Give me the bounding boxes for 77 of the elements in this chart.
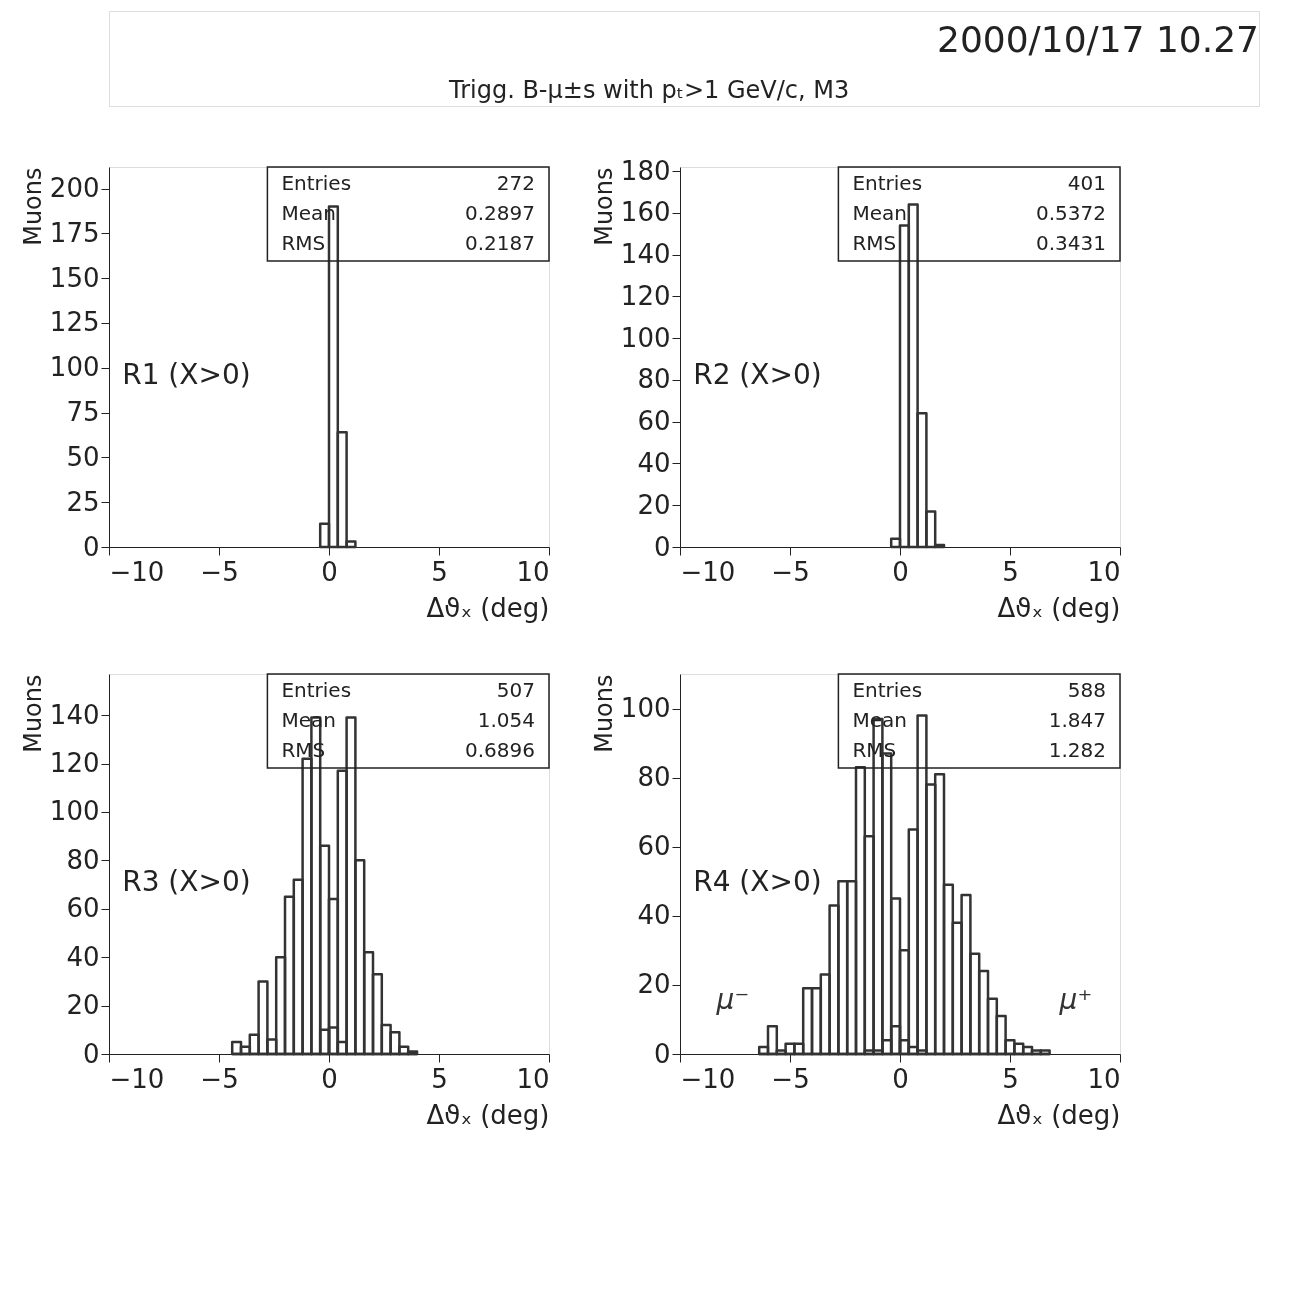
annotation: R1 (X>0) bbox=[122, 358, 251, 391]
text: Trigg. B-μ±s with pₜ>1 GeV/c, M3 bbox=[448, 76, 850, 104]
y-tick-label: 20 bbox=[637, 969, 671, 1000]
y-tick-label: 25 bbox=[66, 486, 100, 517]
x-tick-label: −10 bbox=[680, 556, 736, 587]
x-tick-label: 10 bbox=[516, 556, 550, 587]
annotation: R3 (X>0) bbox=[122, 865, 251, 898]
text: Entries 588 bbox=[852, 678, 1106, 702]
text: Mean 1.847 bbox=[852, 708, 1106, 732]
y-tick-label: 140 bbox=[620, 239, 671, 270]
series-label: μ⁺ bbox=[1058, 982, 1093, 1016]
y-tick-label: 40 bbox=[637, 900, 671, 931]
series-label: μ⁻ bbox=[715, 982, 750, 1016]
y-tick-label: 120 bbox=[620, 280, 671, 311]
x-tick-label: 0 bbox=[321, 556, 338, 587]
annotation: R2 (X>0) bbox=[693, 358, 822, 391]
y-tick-label: 20 bbox=[66, 990, 100, 1021]
x-tick-label: 5 bbox=[431, 1063, 448, 1094]
y-tick-label: 20 bbox=[637, 489, 671, 520]
x-tick-label: 0 bbox=[321, 1063, 338, 1094]
x-axis-title: Δϑₓ (deg) bbox=[426, 1099, 550, 1130]
x-axis-title: Δϑₓ (deg) bbox=[426, 592, 550, 623]
y-tick-label: 0 bbox=[82, 1038, 100, 1069]
y-tick-label: 60 bbox=[637, 406, 671, 437]
x-tick-label: −10 bbox=[109, 556, 165, 587]
text: 2000/10/17 10.27 bbox=[937, 19, 1259, 60]
x-tick-label: 5 bbox=[1002, 556, 1019, 587]
y-axis-title: Muons bbox=[18, 167, 47, 246]
text: Mean 0.5372 bbox=[852, 201, 1106, 225]
y-axis-title: Muons bbox=[589, 674, 618, 753]
text: Entries 507 bbox=[281, 678, 535, 702]
y-tick-label: 40 bbox=[66, 941, 100, 972]
y-tick-label: 140 bbox=[49, 699, 100, 730]
x-axis-title: Δϑₓ (deg) bbox=[997, 592, 1121, 623]
y-tick-label: 100 bbox=[49, 352, 100, 383]
x-tick-label: −5 bbox=[771, 1063, 810, 1094]
text: RMS 0.2187 bbox=[281, 231, 535, 255]
y-tick-label: 100 bbox=[620, 322, 671, 353]
y-tick-label: 125 bbox=[49, 307, 100, 338]
x-axis-title: Δϑₓ (deg) bbox=[997, 1099, 1121, 1130]
y-tick-label: 100 bbox=[620, 693, 671, 724]
y-axis-title: Muons bbox=[18, 674, 47, 753]
y-tick-label: 160 bbox=[620, 197, 671, 228]
x-tick-label: −10 bbox=[109, 1063, 165, 1094]
text: RMS 0.3431 bbox=[852, 231, 1106, 255]
y-tick-label: 0 bbox=[653, 1038, 671, 1069]
text: Entries 272 bbox=[281, 171, 535, 195]
y-axis-title: Muons bbox=[589, 167, 618, 246]
text: Entries 401 bbox=[852, 171, 1106, 195]
y-tick-label: 60 bbox=[66, 893, 100, 924]
x-tick-label: 10 bbox=[516, 1063, 550, 1094]
x-tick-label: 10 bbox=[1087, 556, 1121, 587]
y-tick-label: 200 bbox=[49, 173, 100, 204]
y-tick-label: 150 bbox=[49, 262, 100, 293]
x-tick-label: −10 bbox=[680, 1063, 736, 1094]
x-tick-label: 0 bbox=[892, 556, 909, 587]
annotation: R4 (X>0) bbox=[693, 865, 822, 898]
x-tick-label: −5 bbox=[200, 1063, 239, 1094]
y-tick-label: 80 bbox=[637, 762, 671, 793]
x-tick-label: 5 bbox=[1002, 1063, 1019, 1094]
y-tick-label: 0 bbox=[82, 531, 100, 562]
y-tick-label: 175 bbox=[49, 217, 100, 248]
x-tick-label: 5 bbox=[431, 556, 448, 587]
y-tick-label: 80 bbox=[66, 844, 100, 875]
y-tick-label: 50 bbox=[66, 441, 100, 472]
x-tick-label: 10 bbox=[1087, 1063, 1121, 1094]
y-tick-label: 180 bbox=[620, 155, 671, 186]
x-tick-label: 0 bbox=[892, 1063, 909, 1094]
y-tick-label: 40 bbox=[637, 447, 671, 478]
y-tick-label: 60 bbox=[637, 831, 671, 862]
y-tick-label: 75 bbox=[66, 397, 100, 428]
y-tick-label: 120 bbox=[49, 748, 100, 779]
x-tick-label: −5 bbox=[200, 556, 239, 587]
y-tick-label: 100 bbox=[49, 796, 100, 827]
x-tick-label: −5 bbox=[771, 556, 810, 587]
y-tick-label: 80 bbox=[637, 364, 671, 395]
y-tick-label: 0 bbox=[653, 531, 671, 562]
